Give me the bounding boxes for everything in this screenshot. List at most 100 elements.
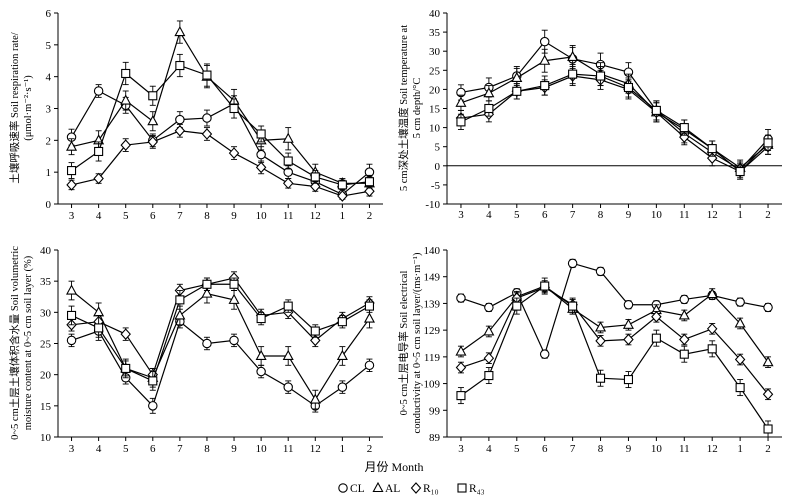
point-R10 [623, 333, 634, 346]
series-R43 [456, 64, 773, 180]
point-R43 [679, 123, 689, 133]
point-R10 [120, 139, 131, 151]
point-R43 [623, 375, 634, 385]
series-line-R43 [460, 285, 769, 430]
x-tick-label: 9 [231, 210, 237, 222]
series-CL [456, 29, 773, 178]
point-R10 [483, 352, 495, 365]
x-tick-label: 10 [256, 210, 268, 222]
point-R43 [763, 424, 773, 434]
point-R43 [337, 180, 347, 190]
series-line-R10 [71, 130, 370, 197]
y-tick-label: 6 [46, 8, 52, 20]
x-tick-label: 3 [69, 210, 75, 222]
point-AL [309, 393, 321, 404]
x-tick-label: 4 [96, 210, 102, 222]
y-tick-label: 40 [40, 245, 52, 257]
y-tick-label: -10 [425, 199, 440, 211]
point-AL [678, 309, 690, 320]
x-tick-label: 5 [123, 443, 129, 455]
point-R10 [734, 353, 746, 366]
x-tick-label: 11 [283, 443, 294, 455]
series-R43 [66, 53, 375, 191]
y-tick-label: 35 [40, 276, 52, 288]
point-AL [706, 287, 718, 299]
series-R10 [455, 281, 774, 401]
x-tick-label: 9 [231, 443, 237, 455]
x-tick-label: 7 [177, 210, 183, 222]
x-tick-label: 3 [458, 443, 464, 455]
point-AL [363, 312, 375, 323]
x-tick-label: 8 [598, 209, 604, 221]
x-tick-label: 12 [707, 209, 718, 221]
point-R43 [66, 166, 77, 176]
point-R43 [202, 70, 212, 80]
y-tick-label: 4 [46, 72, 52, 84]
point-R10 [310, 334, 321, 347]
point-R43 [94, 323, 104, 333]
series-line-AL [71, 290, 370, 401]
point-CL [484, 302, 494, 313]
legend-label: R₄₃ [469, 483, 485, 495]
point-CL [623, 300, 634, 310]
x-tick-label: 4 [486, 443, 492, 455]
y-tick-label: 119 [424, 352, 441, 364]
y-tick-label: 20 [40, 370, 52, 382]
series-line-AL [71, 30, 370, 184]
point-R43 [229, 279, 239, 289]
y-tick-label: 30 [40, 307, 52, 319]
point-CL [679, 294, 690, 305]
y-tick-label: 99 [429, 405, 441, 417]
point-AL [567, 50, 579, 61]
y-tick-label: 3 [46, 104, 52, 116]
x-tick-label: 8 [204, 443, 210, 455]
point-R10 [174, 124, 186, 137]
point-AL [120, 94, 132, 105]
legend: CL AL R₁₀ R₄₃ [338, 481, 485, 495]
legend-label: R₁₀ [423, 483, 439, 495]
point-R43 [568, 69, 578, 79]
series-line-R43 [71, 64, 370, 186]
x-tick-label: 2 [765, 443, 771, 455]
x-tick-label: 6 [150, 210, 156, 222]
y-tick-label: 89 [429, 432, 441, 444]
y-tick-label: 25 [429, 65, 441, 77]
x-tick-label: 10 [651, 443, 663, 455]
y-tick-label: 10 [429, 123, 441, 135]
point-R43 [229, 103, 239, 114]
point-R43 [679, 349, 689, 359]
point-AL [66, 140, 78, 151]
x-tick-label: 1 [340, 443, 346, 455]
point-CL [202, 338, 212, 349]
point-AL [174, 25, 186, 37]
point-R10 [93, 172, 104, 185]
y-tick-label: 10 [40, 432, 52, 444]
series-R10 [455, 66, 774, 180]
point-R43 [540, 81, 550, 91]
y-axis-title-line: 0~5 cm土层电导率 Soil electrical [397, 271, 410, 416]
point-R43 [484, 103, 494, 114]
x-tick-label: 10 [256, 443, 268, 455]
point-R10 [651, 310, 662, 323]
y-tick-label: 5 [46, 40, 52, 52]
x-tick-label: 9 [626, 443, 632, 455]
x-tick-label: 8 [598, 443, 604, 455]
point-CL [229, 335, 239, 346]
point-R43 [121, 68, 131, 79]
legend-label: AL [385, 483, 400, 495]
series-R10 [66, 123, 375, 202]
point-R43 [456, 117, 466, 127]
x-tick-label: 2 [765, 209, 771, 221]
series-line-R43 [460, 73, 769, 173]
y-tick-label: 35 [429, 27, 441, 39]
legend-marker-square [457, 483, 467, 493]
x-tick-label: 8 [204, 210, 210, 222]
x-tick-label: 6 [542, 443, 548, 455]
y-axis-title: 土壤呼吸速率 Soil respiration rate/(μmol·m⁻²·s… [8, 32, 34, 183]
point-CL [93, 86, 104, 96]
point-CL [175, 114, 185, 125]
y-axis-title-line: 土壤呼吸速率 Soil respiration rate/ [8, 32, 21, 183]
series-line-AL [460, 56, 769, 169]
y-tick-label: 25 [40, 339, 52, 351]
